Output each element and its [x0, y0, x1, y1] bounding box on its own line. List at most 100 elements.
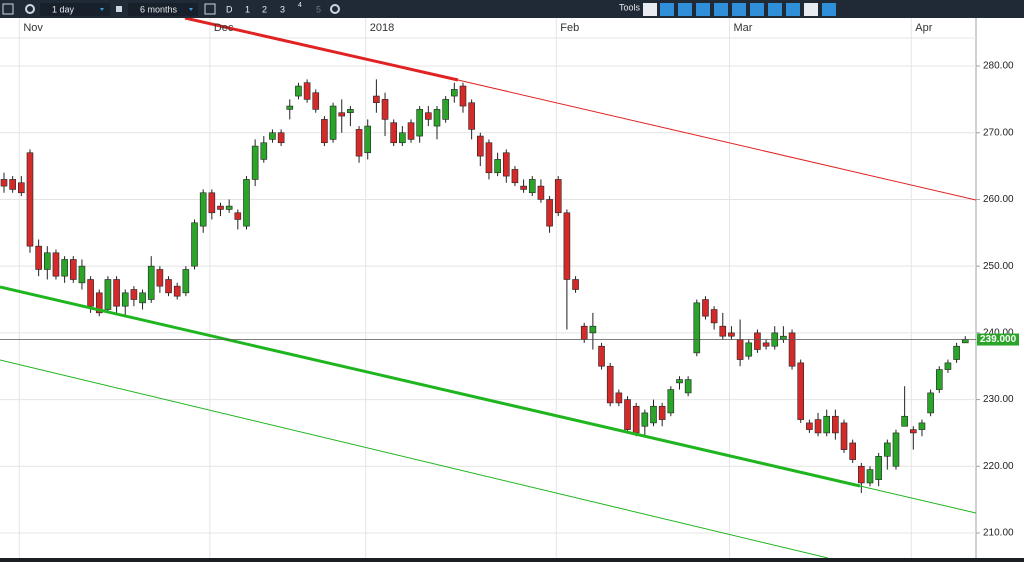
tool-button[interactable]	[696, 3, 710, 16]
candle-body	[338, 112, 346, 117]
price-axis	[976, 18, 1024, 558]
trend-line[interactable]	[859, 485, 976, 514]
candle-body	[399, 132, 406, 144]
candle-body	[191, 222, 198, 267]
candle-body	[355, 129, 363, 157]
candle-body	[641, 412, 649, 427]
candle-body	[754, 332, 761, 350]
candle-body	[52, 252, 60, 277]
settings-icon[interactable]	[330, 4, 340, 14]
candle-body	[69, 259, 77, 280]
candle-body	[667, 389, 675, 414]
candle-body	[606, 365, 614, 404]
candle-body	[468, 102, 475, 130]
candle-body	[528, 179, 536, 194]
candle-body	[892, 432, 900, 467]
tool-button[interactable]	[643, 3, 657, 16]
candle-body	[18, 182, 25, 194]
candle-body	[95, 292, 103, 314]
x-tick-label: Dec	[214, 22, 234, 34]
candle-body	[321, 119, 328, 144]
plot-area	[0, 18, 976, 558]
candle-body	[554, 179, 562, 214]
candle-body	[286, 105, 294, 110]
candle-body	[433, 109, 441, 127]
candle-body	[303, 82, 311, 100]
candle-body	[927, 392, 934, 414]
candle-body	[866, 469, 874, 484]
last-price-label: 239.000	[980, 334, 1017, 345]
trend-lines	[0, 18, 976, 558]
candle-body	[650, 405, 657, 424]
candle-body	[234, 212, 242, 220]
lock-icon[interactable]	[116, 6, 122, 12]
y-tick-label: 210.00	[983, 528, 1014, 539]
tool-button[interactable]	[768, 3, 782, 16]
period-button[interactable]: 1	[245, 4, 250, 14]
y-tick-label: 220.00	[983, 461, 1014, 472]
candle-body	[347, 109, 354, 114]
candle-body	[425, 112, 432, 120]
candle-body	[511, 169, 519, 184]
candle-body	[451, 89, 458, 97]
interval-select[interactable]	[40, 3, 110, 16]
menu-icon[interactable]	[2, 3, 14, 15]
candle-body	[208, 192, 216, 214]
candle-body	[520, 185, 527, 190]
candle-body	[156, 269, 164, 287]
tool-button[interactable]	[732, 3, 746, 16]
tool-button[interactable]	[786, 3, 800, 16]
y-tick-label: 250.00	[983, 261, 1014, 272]
range-select[interactable]	[128, 3, 198, 16]
candle-body	[953, 345, 960, 360]
y-tick-label: 230.00	[983, 394, 1014, 405]
candle-body	[43, 252, 51, 270]
tool-button[interactable]	[804, 3, 818, 16]
candle-body	[909, 429, 917, 434]
tool-button[interactable]	[822, 3, 836, 16]
trend-line[interactable]	[457, 79, 976, 201]
trend-line[interactable]	[184, 18, 459, 82]
candle-body	[935, 369, 943, 390]
candle-body	[61, 259, 68, 277]
candle-body	[165, 279, 172, 294]
candle-body	[693, 302, 701, 354]
tool-button[interactable]	[714, 3, 728, 16]
y-tick-label: 240.00	[983, 328, 1014, 339]
candle-body	[762, 342, 770, 347]
tool-button[interactable]	[660, 3, 674, 16]
settings-icon[interactable]	[25, 4, 35, 14]
candle-body	[632, 405, 640, 434]
candle-body	[780, 335, 787, 340]
period-button[interactable]: 3	[280, 4, 285, 14]
candle-body	[710, 309, 718, 324]
candle-body	[243, 179, 250, 227]
period-button[interactable]: 2	[262, 4, 267, 14]
candle-body	[702, 299, 709, 317]
candle-body	[373, 95, 380, 104]
calendar-icon[interactable]	[204, 3, 216, 15]
candle-body	[788, 332, 796, 367]
candle-body	[459, 85, 467, 107]
candle-body	[502, 152, 510, 177]
candle-body	[832, 415, 839, 434]
trend-line[interactable]	[0, 285, 861, 488]
candle-body	[407, 122, 415, 140]
tool-button[interactable]	[678, 3, 692, 16]
period-button[interactable]: D	[226, 4, 233, 14]
tool-button[interactable]	[750, 3, 764, 16]
dropdown-arrow	[189, 8, 193, 11]
candle-body	[130, 289, 138, 300]
candle-body	[442, 99, 449, 120]
period-button[interactable]: 4	[298, 2, 302, 9]
period-button[interactable]: 5	[316, 4, 321, 14]
candle-body	[572, 279, 579, 290]
candle-body	[295, 85, 302, 97]
candle-body	[260, 142, 268, 160]
candle-body	[624, 399, 631, 430]
trend-line[interactable]	[0, 359, 829, 558]
candle-body	[823, 415, 831, 434]
candle-body	[329, 105, 337, 140]
candle-body	[251, 145, 259, 180]
